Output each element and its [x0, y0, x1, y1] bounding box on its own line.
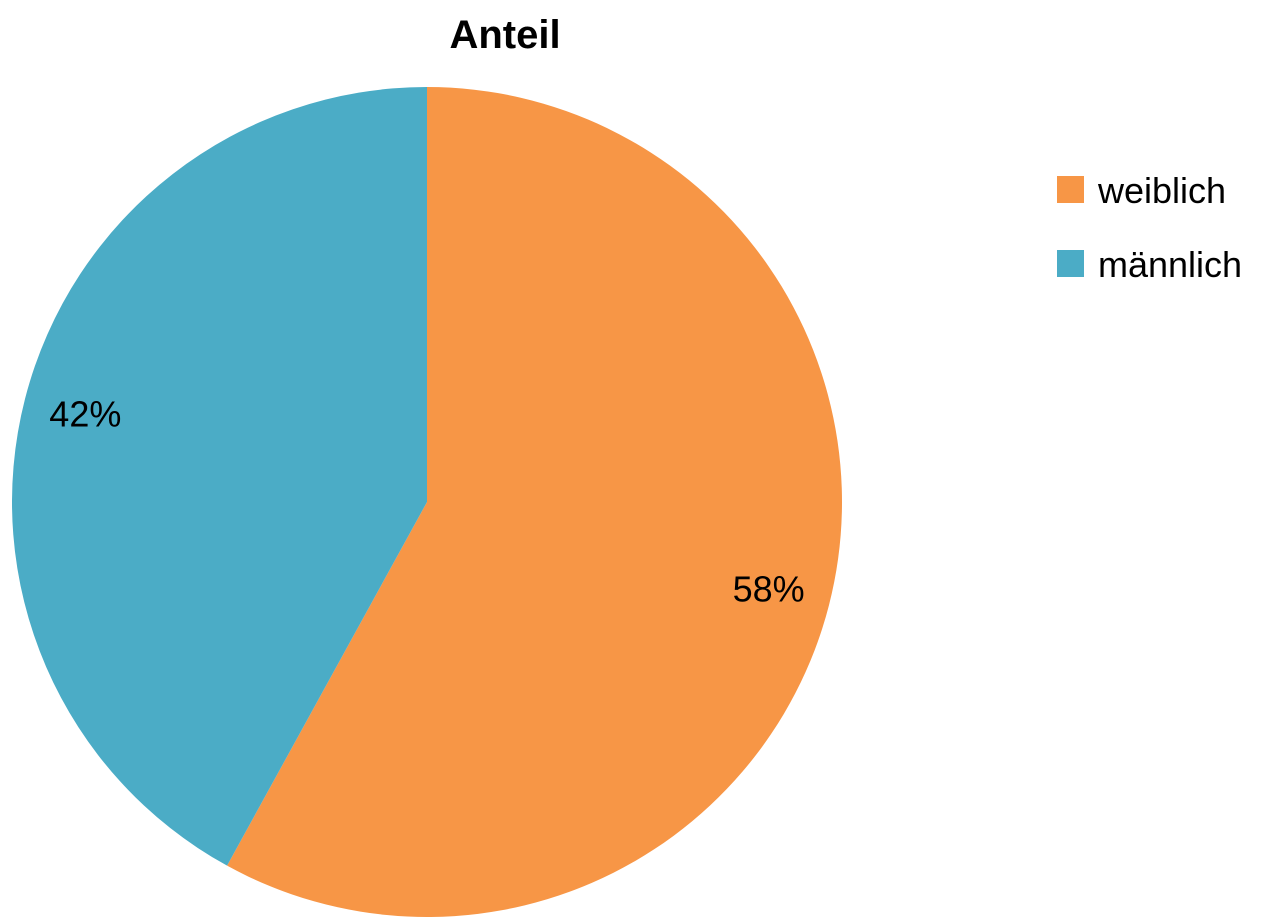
pie-slice-männlich — [11, 87, 427, 866]
pie-slices — [11, 87, 842, 917]
chart-title: Anteil — [449, 13, 560, 57]
legend-label-männlich: männlich — [1098, 244, 1242, 285]
data-label-weiblich: 58% — [733, 569, 805, 610]
legend-swatch-männlich — [1057, 250, 1084, 277]
chart-legend: weiblich männlich — [1057, 170, 1242, 285]
pie-slice-weiblich — [227, 87, 842, 917]
pie-data-labels: 58% 42% — [49, 393, 804, 609]
data-label-männlich: 42% — [49, 393, 121, 434]
legend-swatch-weiblich — [1057, 176, 1084, 203]
legend-label-weiblich: weiblich — [1097, 170, 1226, 211]
